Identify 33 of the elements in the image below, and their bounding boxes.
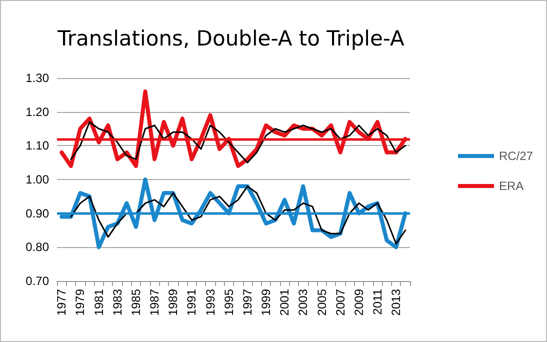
y-tick-label: 0.90 [26, 206, 50, 220]
legend-label: ERA [498, 179, 524, 193]
x-tick-label: 1977 [54, 288, 69, 316]
line-series [60, 90, 408, 168]
x-tick-label: 1997 [240, 288, 254, 316]
x-tick-label: 1983 [110, 288, 124, 316]
x-tick-label: 1979 [73, 288, 88, 316]
y-tick-label: 0.70 [26, 274, 50, 288]
x-tick-label: 2005 [314, 288, 329, 316]
x-tick-label: 1993 [203, 288, 218, 316]
y-tick-label: 1.20 [26, 104, 50, 119]
x-tick-label: 1991 [184, 288, 199, 316]
x-tick-label: 1987 [148, 288, 162, 316]
line-series [60, 178, 408, 250]
x-tick-label: 2001 [278, 288, 292, 316]
x-tick-label: 1985 [128, 288, 143, 316]
y-tick-label: 1.00 [26, 172, 50, 186]
x-tick-label: 1995 [222, 288, 236, 316]
x-tick-label: 2007 [333, 288, 348, 316]
y-tick-label: 1.30 [26, 71, 50, 85]
x-tick-label: 2011 [370, 288, 384, 315]
legend-label: RC/27 [498, 149, 534, 163]
x-tick-label: 1981 [92, 288, 106, 316]
x-tick-label: 2013 [389, 288, 404, 316]
line-series [70, 186, 406, 245]
x-tick-label: 2009 [352, 288, 366, 316]
x-tick-label: 1999 [259, 288, 274, 316]
y-tick-label: 0.80 [26, 240, 50, 254]
y-tick-label: 1.10 [26, 138, 50, 153]
x-tick-label: 2003 [296, 288, 310, 316]
x-tick-label: 1989 [166, 288, 180, 316]
chart-title: Translations, Double-A to Triple-A [56, 26, 406, 50]
line-series [70, 121, 406, 164]
